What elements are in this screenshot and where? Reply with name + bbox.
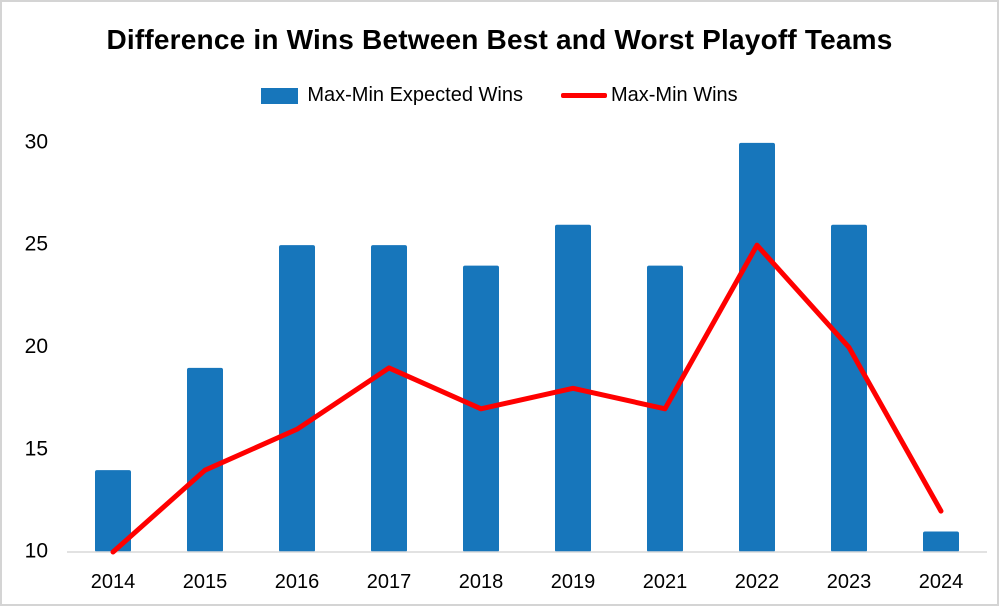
legend: Max-Min Expected Wins Max-Min Wins (2, 84, 997, 107)
bar (739, 142, 775, 552)
legend-label-expected-wins: Max-Min Expected Wins (307, 84, 523, 106)
bar (371, 245, 407, 552)
x-axis-label: 2017 (367, 571, 412, 593)
bar (95, 470, 131, 552)
x-axis-label: 2018 (459, 571, 504, 593)
legend-item-wins: Max-Min Wins (560, 84, 738, 107)
x-axis-label: 2015 (183, 571, 228, 593)
bar (923, 531, 959, 552)
bar (279, 245, 315, 552)
bar (187, 367, 223, 552)
x-axis-label: 2024 (919, 571, 964, 593)
x-axis-label: 2022 (735, 571, 780, 593)
x-axis-label: 2019 (551, 571, 596, 593)
y-axis-label: 25 (25, 233, 48, 256)
y-axis-label: 15 (25, 437, 48, 460)
legend-item-expected-wins: Max-Min Expected Wins (261, 84, 523, 107)
legend-swatch-bar (261, 87, 299, 104)
y-axis-label: 30 (25, 130, 48, 153)
legend-swatch-line (560, 93, 607, 98)
y-axis-label: 10 (25, 540, 48, 563)
bar (831, 224, 867, 552)
chart-title: Difference in Wins Between Best and Wors… (106, 24, 893, 55)
x-axis-label: 2014 (91, 571, 136, 593)
x-axis-label: 2016 (275, 571, 320, 593)
x-axis-label: 2023 (827, 571, 872, 593)
wins-line (110, 242, 944, 555)
legend-label-wins: Max-Min Wins (610, 84, 738, 106)
x-axis-label: 2021 (643, 571, 688, 593)
y-axis-label: 20 (25, 335, 48, 358)
